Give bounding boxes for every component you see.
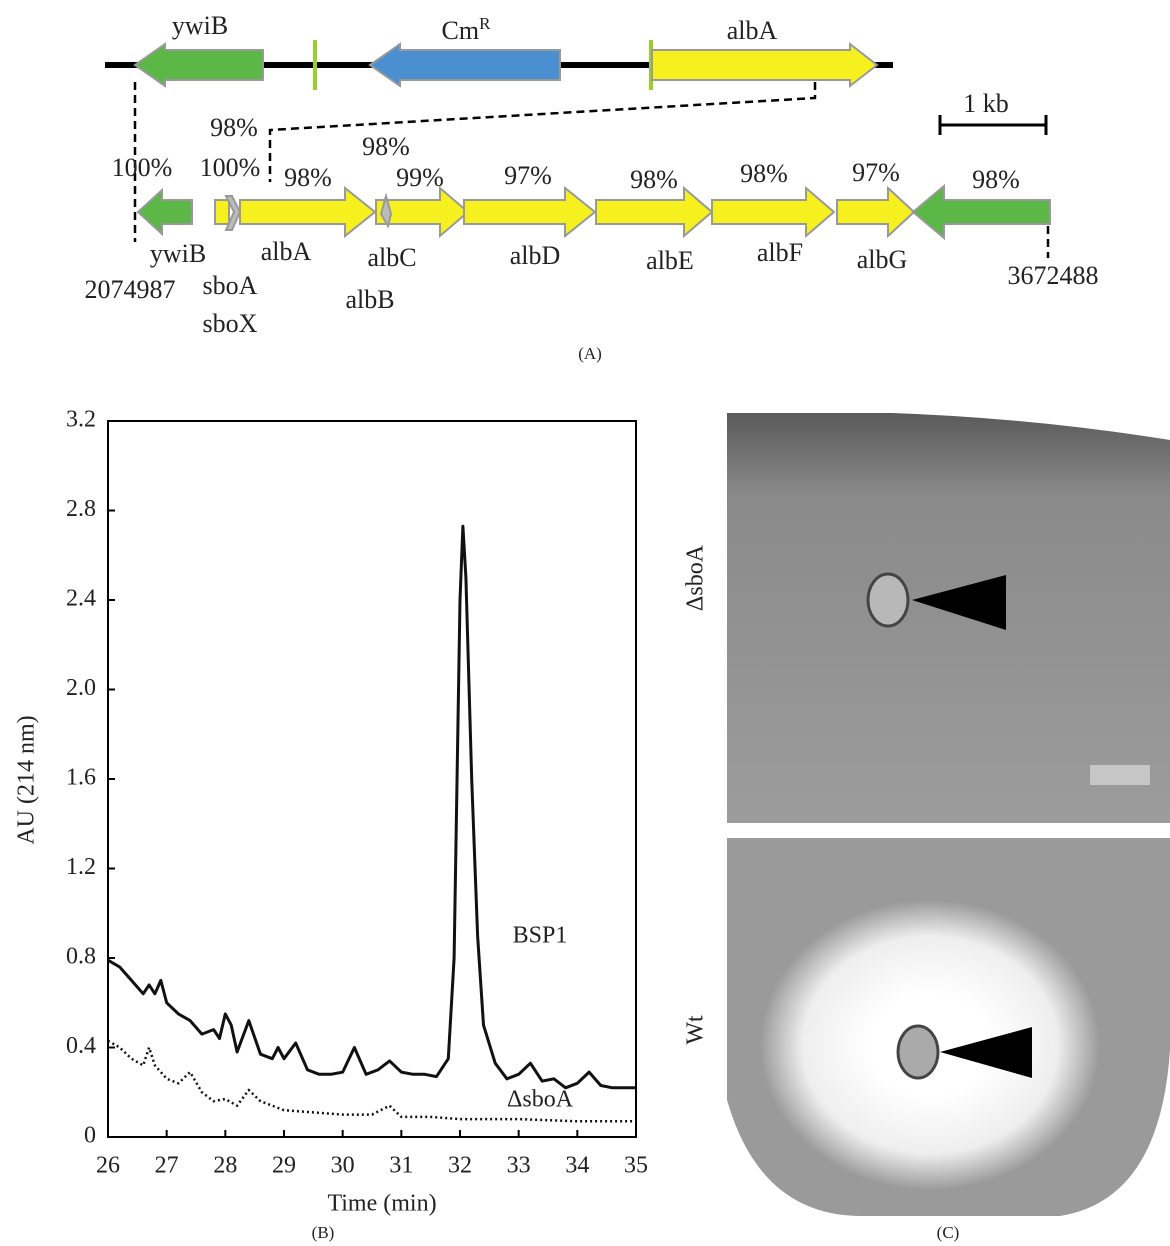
- gene-labels: ywiB sboA sboX albA albC albB albD albE …: [85, 237, 1099, 338]
- identity: 98%: [972, 165, 1020, 194]
- series-line: [107, 1039, 636, 1123]
- x-tick-label: 31: [389, 1153, 413, 1179]
- photo-corner: [727, 1050, 1170, 1216]
- identity: 98%: [362, 132, 410, 161]
- gene-label: albE: [646, 246, 694, 275]
- gene-arrow: [368, 42, 561, 88]
- coordinate: 3672488: [1008, 261, 1099, 290]
- identity: 98%: [630, 165, 678, 194]
- photo-corner: [727, 411, 1170, 440]
- gene-arrow: [136, 187, 193, 237]
- photo-label: ΔsboA: [683, 544, 709, 611]
- identity: 100%: [112, 153, 173, 182]
- gene-arrow: [224, 195, 242, 231]
- series-line: [107, 524, 636, 1090]
- gene-label: ywiB: [150, 239, 206, 268]
- y-tick-label: 2.8: [66, 496, 96, 522]
- panel-label: (A): [578, 344, 602, 363]
- gene-arrow: [836, 185, 916, 239]
- identity: 98%: [284, 163, 332, 192]
- gene-label: CmR: [442, 14, 492, 45]
- y-tick-label: 0.8: [66, 944, 96, 970]
- x-tick-label: 34: [565, 1153, 589, 1179]
- gene-label: albB: [345, 285, 394, 314]
- identity: 98%: [740, 159, 788, 188]
- plot-frame: [107, 420, 637, 1138]
- panel-label: (B): [312, 1223, 335, 1242]
- x-tick-label: 27: [155, 1153, 179, 1179]
- gene-arrows: [136, 183, 1051, 241]
- gene-arrow: [651, 41, 879, 89]
- photo: [727, 413, 1170, 823]
- gene-label: Cm: [442, 16, 480, 45]
- photo-label: Wt: [683, 1015, 709, 1045]
- y-axis-title: AU (214 nm): [14, 715, 40, 844]
- y-tick-label: 1.2: [66, 854, 96, 880]
- identity: 100%: [200, 153, 261, 182]
- identity: 99%: [396, 163, 444, 192]
- colony: [896, 1024, 940, 1080]
- gene-label: albA: [261, 237, 312, 266]
- x-axis-title: Time (min): [327, 1191, 436, 1217]
- colony: [866, 572, 910, 628]
- gene-label: albG: [857, 245, 908, 274]
- series-label: BSP1: [513, 923, 568, 949]
- y-tick-label: 1.6: [66, 765, 96, 791]
- gene-label: sboX: [203, 309, 258, 338]
- gene-arrow: [911, 183, 1051, 241]
- y-tick-label: 0.4: [66, 1033, 96, 1059]
- gene-label: albC: [367, 243, 416, 272]
- y-tick-label: 0: [84, 1123, 96, 1149]
- x-tick-label: 32: [448, 1153, 472, 1179]
- dashed-guide: [133, 82, 1050, 258]
- x-tick-label: 30: [331, 1153, 355, 1179]
- x-tick-label: 28: [213, 1153, 237, 1179]
- identity: 98%: [210, 113, 258, 142]
- x-tick-label: 33: [507, 1153, 531, 1179]
- gene-label: albF: [757, 238, 803, 267]
- gene-arrow: [239, 185, 377, 239]
- y-tick-label: 3.2: [66, 407, 96, 433]
- gene-arrow: [133, 42, 264, 88]
- gene-label: albA: [727, 16, 778, 45]
- coordinate: 2074987: [85, 275, 176, 304]
- arrowhead: [912, 575, 1006, 630]
- gene-map: ywiB CmR albA 1 kb 100% 100% 98% 98% 98%…: [85, 11, 1099, 363]
- plate-photos: ΔsboA Wt (C): [683, 411, 1170, 1242]
- superscript: R: [479, 14, 491, 33]
- series-label: ΔsboA: [507, 1087, 574, 1113]
- gene-arrow: [711, 185, 836, 239]
- y-tick-label: 2.4: [66, 586, 96, 612]
- chromatogram: Time (min) AU (214 nm) (B) 0 0.4 0.8 1.2 1.6…: [14, 407, 649, 1242]
- identity-labels: 100% 100% 98% 98% 98% 99% 97% 98% 98% 97…: [112, 113, 1020, 194]
- arrowhead: [940, 1027, 1032, 1078]
- panel-label: (C): [937, 1223, 960, 1242]
- identity: 97%: [504, 161, 552, 190]
- gene-arrow: [214, 199, 230, 225]
- x-tick-label: 29: [272, 1153, 296, 1179]
- x-tick-label: 26: [96, 1153, 120, 1179]
- gene-label: ywiB: [172, 11, 228, 40]
- scale-label: 1 kb: [963, 89, 1009, 118]
- identity: 97%: [852, 158, 900, 187]
- artifact: [1090, 765, 1150, 785]
- gene-arrow: [463, 185, 597, 239]
- gene-arrow: [595, 185, 714, 239]
- gene-label: sboA: [203, 271, 258, 300]
- x-tick-label: 35: [624, 1153, 648, 1179]
- y-tick-label: 2.0: [66, 675, 96, 701]
- gene-arrow: [379, 192, 393, 229]
- gene-label: albD: [510, 241, 561, 270]
